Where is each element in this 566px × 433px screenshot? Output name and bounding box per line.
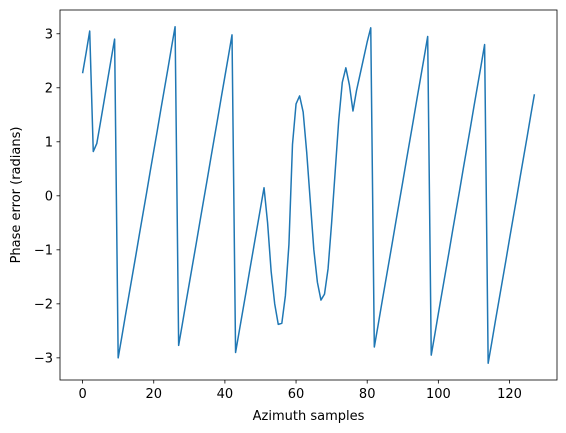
x-tick-label: 60 [288,387,305,402]
y-tick-label: 3 [45,27,53,42]
y-tick-label: 1 [45,135,53,150]
data-line [81,25,536,365]
y-tick-label: −3 [34,351,53,366]
y-axis-label: Phase error (radians) [9,127,24,264]
plot-area [60,10,557,380]
y-tick-label: 0 [45,189,53,204]
x-tick-label: 80 [359,387,376,402]
axes-frame [59,9,558,381]
x-tick-label: 40 [217,387,234,402]
x-tick-label: 0 [78,387,86,402]
x-tick-label: 120 [497,387,522,402]
x-tick-label: 100 [426,387,451,402]
x-tick-label: 20 [145,387,162,402]
x-axis-label: Azimuth samples [253,409,365,424]
y-tick-label: −2 [34,297,53,312]
y-tick-label: 2 [45,81,53,96]
y-tick-label: −1 [34,243,53,258]
